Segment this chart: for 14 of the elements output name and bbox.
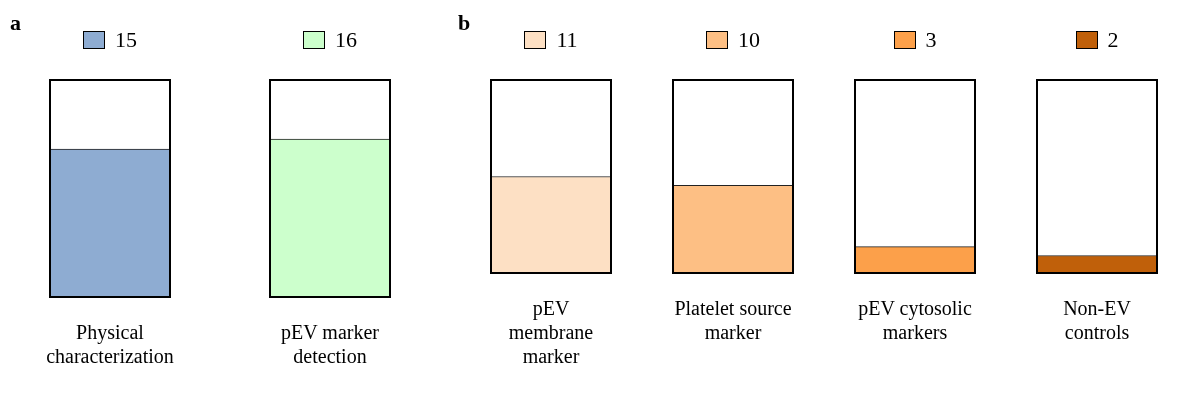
chart-title: a bbox=[10, 9, 21, 35]
data-label: 3 bbox=[925, 26, 937, 52]
x-tick-label: Non-EV controls bbox=[1063, 297, 1132, 344]
data-label: 15 bbox=[115, 26, 137, 52]
chart-title: b bbox=[458, 9, 471, 35]
x-tick-label: pEV membrane marker bbox=[508, 297, 594, 368]
data-label: 2 bbox=[1107, 26, 1119, 52]
x-tick-label: Physical characterization bbox=[46, 321, 174, 368]
data-label: 10 bbox=[738, 26, 760, 52]
x-tick-label: Platelet source marker bbox=[674, 297, 792, 344]
x-tick-label: pEV marker detection bbox=[281, 321, 380, 368]
data-label: 11 bbox=[556, 26, 578, 52]
x-tick-label: pEV cytosolic markers bbox=[858, 297, 972, 344]
data-label: 16 bbox=[335, 26, 357, 52]
